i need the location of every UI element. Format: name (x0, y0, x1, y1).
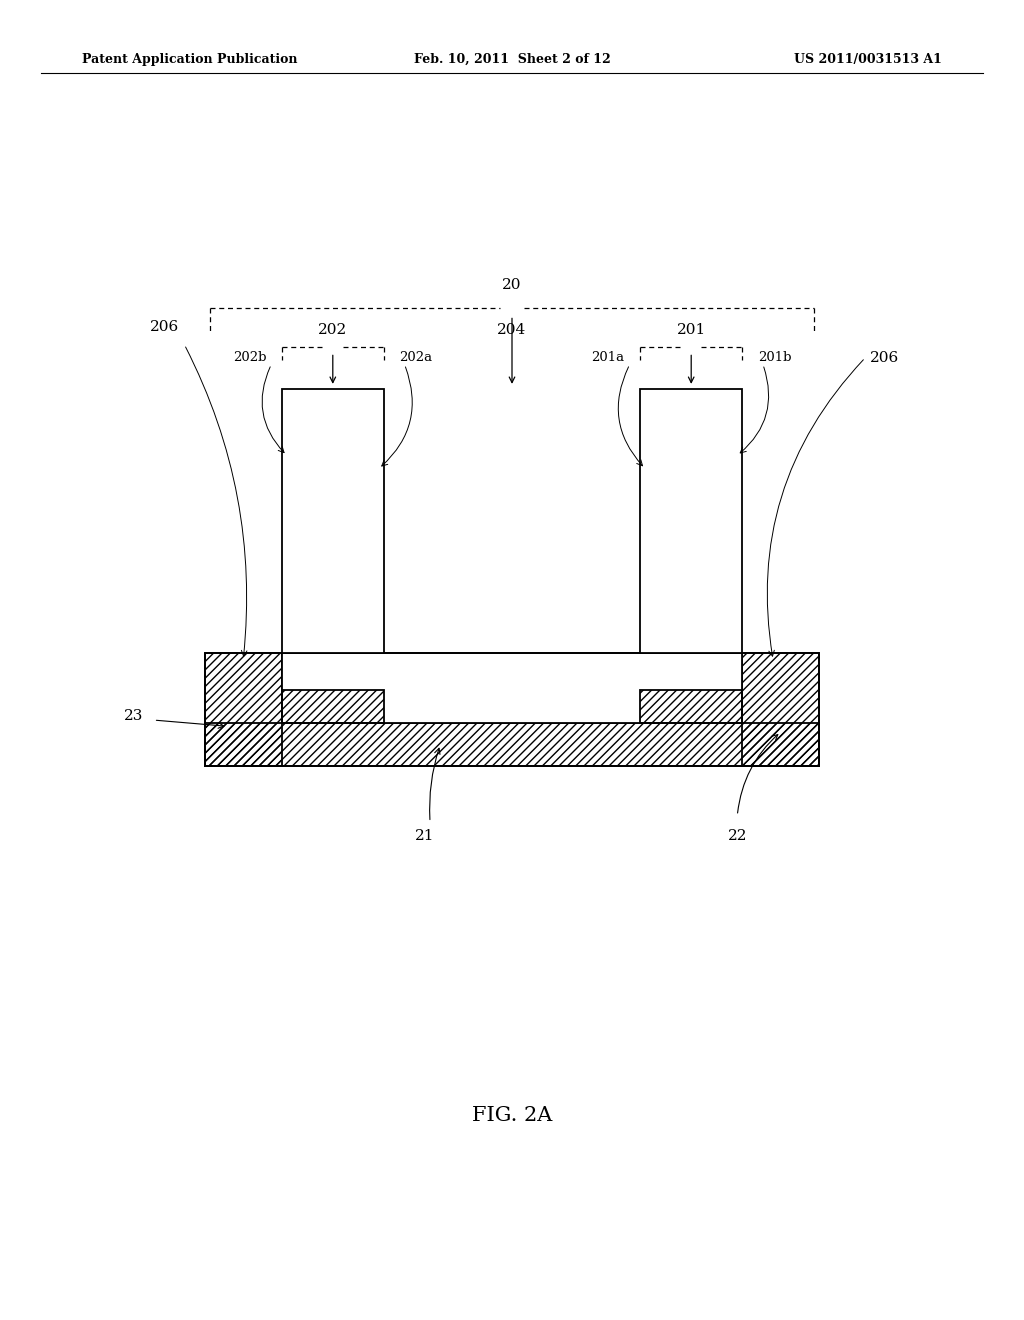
Bar (282, 690, 384, 723)
Text: 202: 202 (318, 322, 347, 337)
Bar (205, 653, 819, 766)
Bar (640, 389, 742, 653)
Text: 21: 21 (415, 829, 435, 843)
Text: 22: 22 (727, 829, 748, 843)
Text: 23: 23 (124, 709, 143, 723)
Text: 204: 204 (498, 322, 526, 337)
Bar (205, 723, 819, 766)
Bar (282, 389, 384, 653)
Text: 201a: 201a (592, 351, 625, 364)
Text: Feb. 10, 2011  Sheet 2 of 12: Feb. 10, 2011 Sheet 2 of 12 (414, 53, 610, 66)
Text: 20: 20 (502, 277, 522, 292)
Text: US 2011/0031513 A1: US 2011/0031513 A1 (795, 53, 942, 66)
Text: FIG. 2A: FIG. 2A (472, 1106, 552, 1125)
Text: 201b: 201b (758, 351, 792, 364)
Bar (742, 653, 819, 766)
Bar (640, 690, 742, 723)
Text: 202b: 202b (232, 351, 266, 364)
Text: 201: 201 (677, 322, 706, 337)
Text: 206: 206 (870, 351, 900, 364)
Text: 202a: 202a (399, 351, 432, 364)
Text: 206: 206 (150, 319, 179, 334)
Bar (282, 653, 742, 723)
Text: Patent Application Publication: Patent Application Publication (82, 53, 297, 66)
Bar (205, 653, 282, 766)
